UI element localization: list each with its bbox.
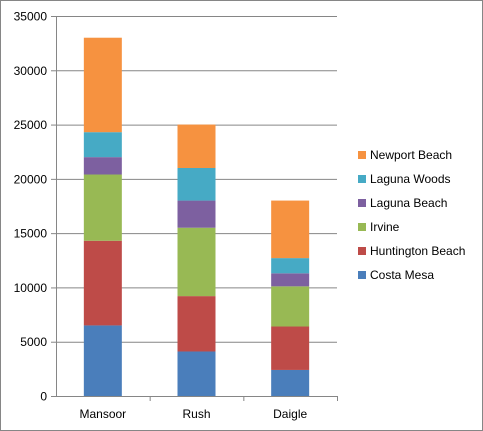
legend-label: Newport Beach <box>370 148 452 162</box>
bar-segment-rush-huntington-beach <box>177 296 216 352</box>
bar-segment-daigle-huntington-beach <box>271 326 310 370</box>
legend-label: Irvine <box>370 220 400 234</box>
axes <box>51 16 338 401</box>
bar-segment-rush-costa-mesa <box>177 351 216 396</box>
legend: Newport Beach Laguna Woods Laguna Beach Irv… <box>358 148 465 282</box>
bar-segment-daigle-laguna-woods <box>271 258 310 274</box>
y-tick-label: 10000 <box>14 281 48 295</box>
bar-segment-mansoor-huntington-beach <box>83 240 122 326</box>
y-tick-label: 5000 <box>20 335 47 349</box>
y-tick-label: 15000 <box>14 227 48 241</box>
y-tick-label: 30000 <box>14 64 48 78</box>
bar-segment-rush-laguna-beach <box>177 200 216 228</box>
bar-segment-mansoor-irvine <box>83 174 122 241</box>
bar-segment-mansoor-laguna-woods <box>83 132 122 158</box>
legend-swatch <box>358 151 366 159</box>
x-category-label: Mansoor <box>79 407 126 421</box>
legend-swatch <box>358 199 366 207</box>
x-category-label: Daigle <box>273 407 307 421</box>
y-tick-label: 35000 <box>14 10 48 24</box>
y-tick-label: 20000 <box>14 172 48 186</box>
bar-segment-mansoor-costa-mesa <box>83 325 122 396</box>
bar-segment-daigle-irvine <box>271 286 310 327</box>
y-tick-labels: 0 5000 10000 15000 20000 25000 30000 35000 <box>14 10 48 404</box>
bar-segment-rush-irvine <box>177 227 216 297</box>
bar-segment-daigle-laguna-beach <box>271 273 310 287</box>
legend-label: Laguna Woods <box>370 172 451 186</box>
bar-segment-daigle-newport-beach <box>271 200 310 259</box>
bar-segment-daigle-costa-mesa <box>271 369 310 396</box>
bar-segment-rush-laguna-woods <box>177 168 216 201</box>
legend-swatch <box>358 175 366 183</box>
legend-label: Costa Mesa <box>370 268 434 282</box>
y-tick-label: 25000 <box>14 118 48 132</box>
x-category-labels: Mansoor Rush Daigle <box>79 407 307 421</box>
bar-segment-mansoor-laguna-beach <box>83 157 122 175</box>
bar-stacks <box>83 37 310 396</box>
legend-swatch <box>358 223 366 231</box>
legend-label: Laguna Beach <box>370 196 447 210</box>
legend-swatch <box>358 247 366 255</box>
x-category-label: Rush <box>182 407 210 421</box>
y-tick-label: 0 <box>40 390 47 404</box>
bar-segment-mansoor-newport-beach <box>83 37 122 133</box>
legend-swatch <box>358 271 366 279</box>
legend-label: Huntington Beach <box>370 244 465 258</box>
bar-segment-rush-newport-beach <box>177 124 216 168</box>
